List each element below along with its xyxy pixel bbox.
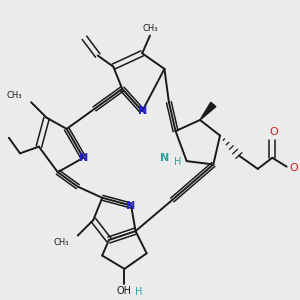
Text: OH: OH (117, 286, 132, 296)
Text: CH₃: CH₃ (7, 91, 22, 100)
Text: H: H (174, 157, 182, 167)
Text: O: O (289, 163, 298, 173)
Polygon shape (200, 102, 216, 120)
Text: N: N (138, 106, 147, 116)
Text: H: H (135, 287, 142, 297)
Text: O: O (269, 127, 278, 137)
Text: CH₃: CH₃ (142, 24, 158, 33)
Text: N: N (79, 153, 88, 163)
Text: CH₃: CH₃ (53, 238, 69, 247)
Text: N: N (160, 153, 169, 163)
Text: N: N (127, 201, 136, 211)
